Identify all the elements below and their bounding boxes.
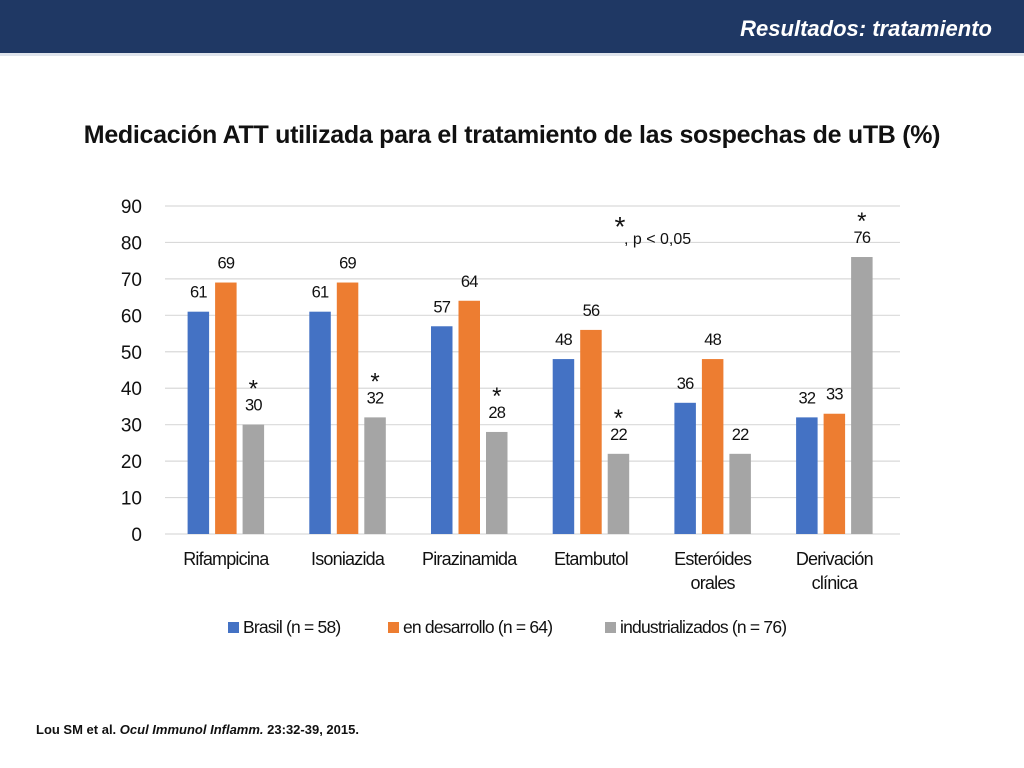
data-label: 33 [826,386,843,404]
bar [552,359,575,534]
legend-label: industrializados (n = 76) [620,617,786,637]
annotation-star: * [615,211,626,242]
bar [796,417,818,534]
bar [701,359,724,534]
bar [580,329,602,534]
citation-journal: Ocul Immunol Inflamm. [119,722,264,737]
legend-swatch [605,622,616,633]
data-label: 48 [555,331,572,349]
chart-title: Medicación ATT utilizada para el tratami… [83,121,941,149]
data-label: 32 [798,389,815,407]
data-label: 56 [583,302,600,320]
citation: Lou SM et al. Ocul Immunol Inflamm. 23:3… [36,722,359,737]
legend-label: en desarrollo (n = 64) [403,617,552,637]
y-tick-label: 90 [121,197,142,218]
bar [336,282,359,534]
data-label: 22 [732,426,749,444]
legend-swatch [228,622,239,633]
y-tick-label: 50 [121,343,142,364]
y-tick-label: 20 [121,452,142,473]
data-label: 69 [339,255,356,273]
bar [215,282,237,534]
bar [823,413,846,534]
data-label: 61 [312,284,329,302]
bar [431,326,453,534]
significance-marker: * [370,368,379,395]
bar [309,311,331,534]
data-label: 64 [461,273,478,291]
data-label: 76 [853,229,870,247]
data-label: 28 [488,404,505,422]
data-label: 36 [677,375,694,393]
category-label: Esteróides [674,549,752,569]
data-label: 22 [610,426,627,444]
y-tick-label: 60 [121,306,142,327]
category-label: Rifampicina [183,549,270,569]
bar-chart: 0102030405060708090616930*Rifampicina616… [121,197,900,637]
data-label: 57 [433,298,450,316]
data-label: 48 [704,331,721,349]
category-label: Derivación [796,549,873,569]
bar [729,453,751,534]
data-label: 32 [367,389,384,407]
category-label: Etambutol [554,549,628,569]
significance-marker: * [857,208,866,235]
legend-swatch [388,622,399,633]
category-label: Isoniazida [311,549,386,569]
header-bar: Resultados: tratamiento [0,0,1024,56]
category-label: clínica [812,573,859,593]
data-label: 61 [190,284,207,302]
significance-marker: * [249,376,258,403]
bar [486,431,508,534]
legend-label: Brasil (n = 58) [243,617,340,637]
data-label: 69 [217,255,234,273]
slide-title: Resultados: tratamiento [740,16,992,41]
category-label: orales [691,573,736,593]
bar [187,311,210,534]
y-tick-label: 70 [121,270,142,291]
bar [458,300,480,534]
significance-marker: * [614,405,623,432]
bar [242,424,265,534]
y-tick-label: 10 [121,489,142,510]
citation-details: 23:32-39, 2015. [263,722,359,737]
bar [364,417,386,534]
y-tick-label: 80 [121,233,142,254]
y-tick-label: 30 [121,416,142,437]
data-label: 30 [245,397,262,415]
significance-marker: * [492,383,501,410]
bar [674,402,696,534]
y-tick-label: 40 [121,379,142,400]
bar [607,453,630,534]
citation-authors: Lou SM et al. [36,722,120,737]
bar [851,257,873,534]
annotation-text: , p < 0,05 [624,231,691,248]
category-label: Pirazinamida [422,549,518,569]
y-tick-label: 0 [131,525,142,546]
